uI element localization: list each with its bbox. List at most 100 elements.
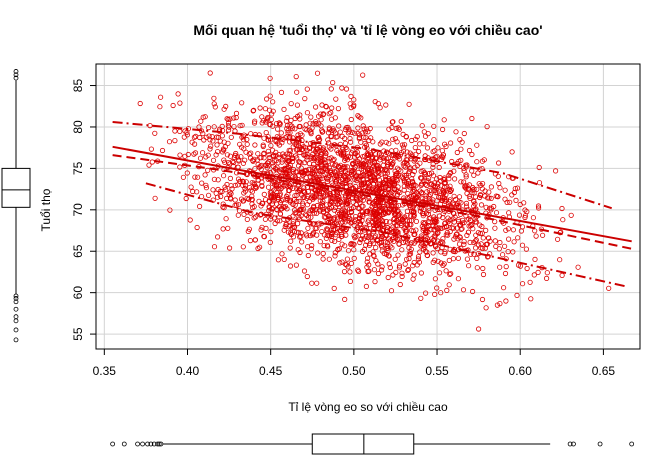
data-point [514, 292, 520, 298]
data-point [291, 224, 297, 231]
data-point [250, 108, 256, 114]
data-point [375, 168, 382, 174]
data-point [393, 147, 399, 153]
data-point [328, 232, 334, 238]
data-point [350, 161, 356, 167]
data-point [292, 126, 298, 132]
data-point [304, 273, 310, 280]
data-point [316, 222, 322, 228]
data-point [417, 249, 423, 255]
data-point [524, 209, 530, 215]
data-point [426, 170, 432, 177]
data-point [316, 137, 323, 143]
data-point [359, 212, 366, 218]
data-point [256, 198, 262, 204]
data-point [527, 279, 533, 285]
data-point [304, 195, 310, 201]
data-point [441, 175, 448, 181]
data-point [320, 250, 326, 257]
data-point [438, 178, 444, 184]
data-point [319, 127, 325, 133]
data-point [473, 232, 479, 238]
data-point [432, 148, 438, 154]
data-point [503, 227, 509, 233]
data-point [568, 212, 574, 218]
data-point [380, 199, 386, 205]
data-point [485, 253, 491, 259]
data-point [413, 151, 419, 157]
data-point [459, 139, 465, 145]
data-point [317, 239, 323, 245]
data-point [211, 95, 217, 101]
data-point [347, 139, 354, 145]
data-point [468, 251, 474, 257]
data-point [220, 128, 226, 134]
data-point [395, 252, 401, 258]
data-point [456, 241, 463, 247]
data-point [372, 233, 379, 239]
data-point [454, 149, 460, 156]
data-point [342, 296, 348, 302]
data-point [375, 270, 382, 277]
data-point [444, 287, 450, 293]
data-point [370, 222, 377, 228]
data-point [373, 245, 379, 251]
data-point [348, 169, 354, 175]
data-point [357, 239, 363, 246]
data-point [389, 124, 395, 131]
data-point [225, 160, 232, 166]
data-point [287, 245, 293, 251]
data-point [488, 207, 494, 213]
x-axis-label: Tỉ lệ vòng eo so với chiều cao [288, 400, 448, 414]
data-point [396, 126, 402, 132]
data-point [519, 224, 526, 230]
data-point [418, 182, 424, 188]
data-point [414, 134, 420, 140]
data-point [292, 202, 298, 208]
x-tick-label: 0.60 [509, 364, 533, 378]
data-point [411, 272, 417, 278]
data-point [410, 276, 416, 282]
data-point [373, 258, 379, 264]
data-point [369, 154, 375, 160]
data-point [332, 115, 338, 121]
data-point [279, 251, 285, 257]
data-point [340, 152, 346, 158]
data-point [283, 171, 290, 177]
data-point [192, 174, 198, 180]
data-point [305, 252, 311, 259]
data-point [442, 249, 448, 255]
data-point [207, 137, 213, 143]
data-point [414, 190, 420, 196]
data-point [380, 181, 386, 187]
data-point [219, 188, 225, 195]
data-point [392, 231, 398, 237]
data-point [294, 192, 300, 198]
data-point [284, 115, 290, 121]
data-point [377, 105, 383, 111]
data-point [411, 182, 417, 189]
data-point [241, 211, 247, 217]
data-point [221, 139, 227, 145]
data-point [347, 278, 353, 284]
grid-lines [96, 64, 640, 349]
data-point [535, 269, 541, 275]
data-point [463, 174, 469, 180]
data-point [167, 207, 173, 213]
data-point [207, 70, 213, 76]
data-point [269, 201, 275, 207]
y-axis: 55 60 65 70 75 80 85 [71, 79, 96, 341]
data-point [326, 174, 332, 180]
y-tick-label: 85 [71, 79, 85, 93]
data-point [158, 94, 164, 100]
data-point [531, 272, 537, 278]
data-point [311, 210, 317, 216]
data-point [226, 124, 232, 130]
data-point [205, 167, 211, 173]
data-point [348, 220, 354, 226]
data-point [261, 233, 267, 239]
data-point [267, 239, 273, 245]
data-point [290, 221, 296, 227]
data-point [157, 104, 163, 110]
data-points [137, 70, 612, 332]
